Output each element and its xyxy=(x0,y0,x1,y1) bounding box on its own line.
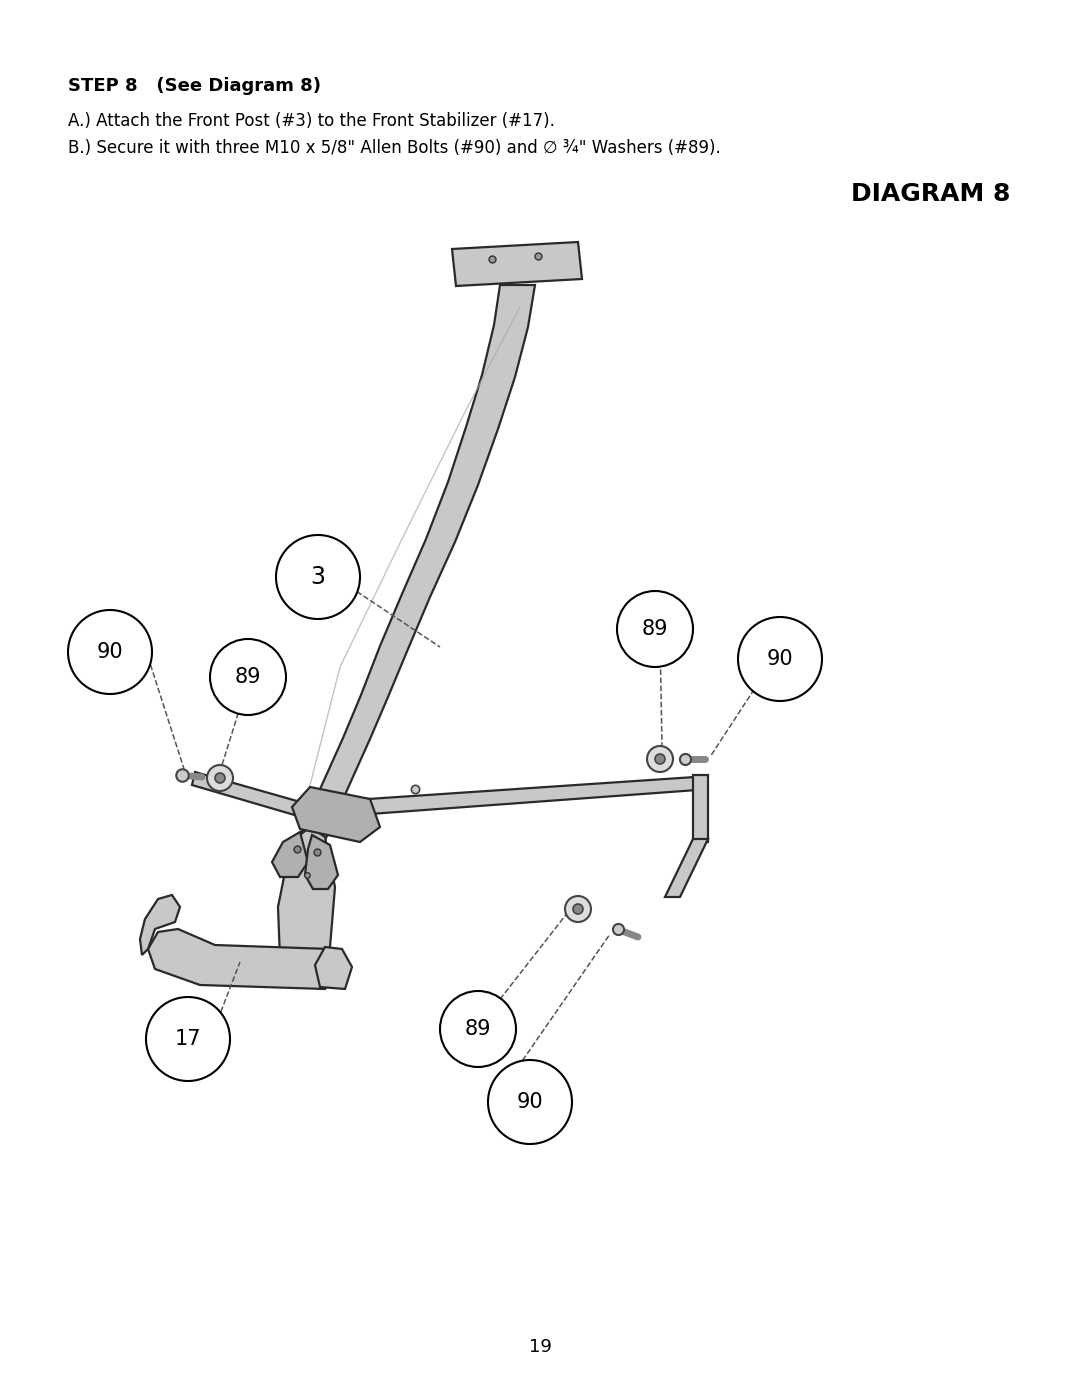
Text: 90: 90 xyxy=(97,643,123,662)
Circle shape xyxy=(68,610,152,694)
Circle shape xyxy=(146,997,230,1081)
Polygon shape xyxy=(192,773,318,821)
Text: 89: 89 xyxy=(464,1018,491,1039)
Polygon shape xyxy=(315,947,352,989)
Text: DIAGRAM 8: DIAGRAM 8 xyxy=(851,182,1010,205)
Text: 90: 90 xyxy=(516,1092,543,1112)
Circle shape xyxy=(276,535,360,619)
Polygon shape xyxy=(294,285,535,852)
Polygon shape xyxy=(272,833,308,877)
Circle shape xyxy=(565,895,591,922)
Text: 90: 90 xyxy=(767,650,794,669)
Circle shape xyxy=(654,754,665,764)
Polygon shape xyxy=(278,827,335,970)
Text: A.) Attach the Front Post (#3) to the Front Stabilizer (#17).: A.) Attach the Front Post (#3) to the Fr… xyxy=(68,112,555,130)
Polygon shape xyxy=(148,929,340,989)
Polygon shape xyxy=(140,895,180,956)
Text: 3: 3 xyxy=(311,564,325,590)
Circle shape xyxy=(488,1060,572,1144)
Circle shape xyxy=(617,591,693,666)
Circle shape xyxy=(210,638,286,715)
Text: 89: 89 xyxy=(642,619,669,638)
Circle shape xyxy=(207,766,233,791)
Circle shape xyxy=(738,617,822,701)
Text: STEP 8   (See Diagram 8): STEP 8 (See Diagram 8) xyxy=(68,77,321,95)
Polygon shape xyxy=(665,840,708,897)
Text: 17: 17 xyxy=(175,1030,201,1049)
Text: B.) Secure it with three M10 x 5/8" Allen Bolts (#90) and ∅ ¾" Washers (#89).: B.) Secure it with three M10 x 5/8" Alle… xyxy=(68,138,720,156)
Polygon shape xyxy=(305,835,338,888)
Text: 89: 89 xyxy=(234,666,261,687)
Circle shape xyxy=(647,746,673,773)
Text: 19: 19 xyxy=(528,1338,552,1356)
Circle shape xyxy=(573,904,583,914)
Polygon shape xyxy=(693,775,708,842)
Circle shape xyxy=(215,773,225,782)
Circle shape xyxy=(440,990,516,1067)
Polygon shape xyxy=(292,787,380,842)
Polygon shape xyxy=(453,242,582,286)
Polygon shape xyxy=(368,777,697,814)
